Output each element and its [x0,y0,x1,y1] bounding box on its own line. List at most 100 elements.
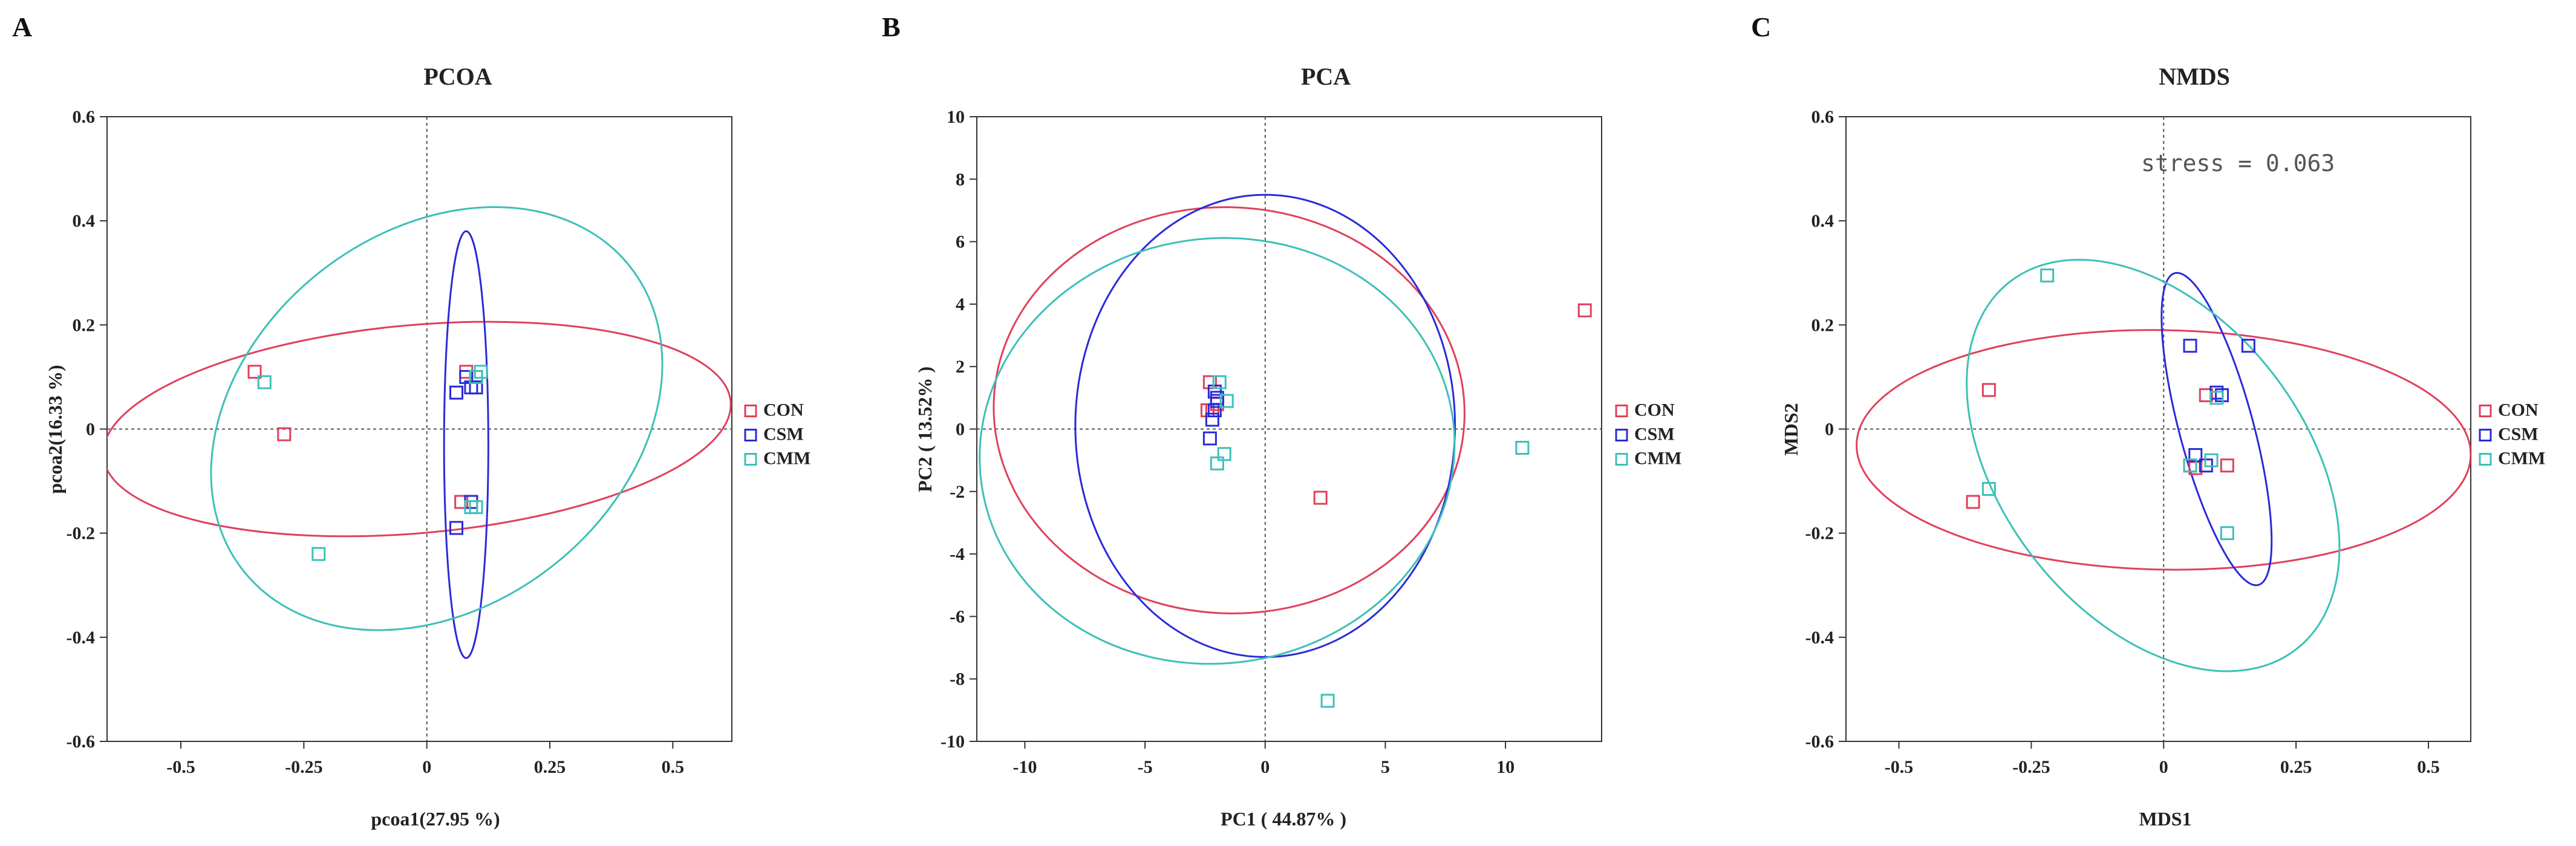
point-csm [464,380,478,395]
point-con [247,365,262,379]
legend-swatch-csm [1615,429,1628,441]
point-cmm [1515,440,1530,455]
y-axis-label: PC2 ( 13.52% ) [914,366,936,492]
y-tick-label: 0 [956,420,965,440]
legend-label-cmm: CMM [763,449,810,469]
y-tick-label: 0.4 [73,211,96,231]
point-con [2199,388,2213,403]
legend-swatch-csm [2479,429,2492,441]
point-csm [459,369,474,384]
y-tick-label: -0.4 [67,628,96,648]
point-cmm [2183,458,2197,473]
legend-label-cmm: CMM [1634,449,1681,469]
legend-swatch-con [1615,405,1628,417]
x-axis-label: MDS1 [2139,808,2191,830]
x-axis-label: PC1 ( 44.87% ) [1221,808,1346,830]
point-cmm [464,500,478,515]
x-tick-label: 0.25 [2280,757,2312,777]
point-csm [2241,339,2255,353]
x-tick-label: 5 [1381,757,1390,777]
y-axis-label: MDS2 [1780,403,1802,455]
ellipse-cmm [979,237,1456,665]
y-tick-label: -0.2 [67,524,96,544]
y-tick-label: 0 [1825,420,1834,440]
legend-label-cmm: CMM [2498,449,2545,469]
point-cmm [2220,526,2234,541]
confidence-ellipses [1856,259,2471,672]
legend-swatch-cmm [2479,453,2492,466]
confidence-ellipses [107,206,732,659]
y-tick-label: 2 [956,357,965,377]
y-tick-label: -0.4 [1805,628,1834,648]
point-cmm [2040,268,2055,283]
y-tick-label: 6 [956,232,965,252]
legend-label-con: CON [2498,400,2539,420]
point-csm [1205,412,1219,427]
ellipse-csm [443,230,489,659]
ellipse-con [993,206,1466,614]
y-axis-label: pcoa2(16.33 %) [44,365,66,493]
x-tick-label: 0.5 [662,757,685,777]
point-cmm [1210,456,1224,470]
point-con [277,427,292,441]
chart-title: NMDS [2159,63,2230,90]
point-con [1313,490,1328,505]
y-tick-label: 0 [86,420,95,440]
point-cmm [1320,694,1335,708]
point-csm [2183,339,2197,353]
point-cmm [2204,453,2219,467]
ellipse-cmm [210,206,664,631]
point-cmm [1219,394,1234,408]
point-csm [1202,431,1217,446]
point-cmm [311,547,326,561]
y-tick-label: 4 [956,294,965,314]
stress-annotation: stress = 0.063 [2141,150,2335,177]
x-tick-label: -0.5 [166,757,195,777]
legend-label-con: CON [763,400,804,420]
legend-swatch-cmm [744,453,757,466]
x-tick-label: -0.25 [2012,757,2050,777]
point-cmm [1217,447,1231,461]
panel-c: C NMDS MDS1 MDS2 stress = 0.063 -0.5 -0.2… [1751,11,2545,830]
x-tick-label: 0 [1260,757,1270,777]
legend-label-csm: CSM [763,425,804,444]
y-tick-label: -2 [950,482,965,502]
legend-swatch-con [2479,405,2492,417]
x-tick-label: -10 [1012,757,1037,777]
chart-title: PCOA [423,63,492,90]
legend-swatch-cmm [1615,453,1628,466]
legend-label-con: CON [1634,400,1675,420]
y-tick-label: -10 [941,732,965,752]
point-cmm [469,369,483,384]
ellipse-con [1856,329,2471,571]
y-tick-label: 10 [947,107,965,127]
panel-a: A PCOA pcoa1(27.95 %) pcoa2(16.33 %) -0.… [12,11,810,830]
legend-swatch-con [744,405,757,417]
confidence-ellipses [979,194,1466,665]
ellipse-csm [2160,272,2273,587]
point-cmm [1981,481,1996,496]
y-tick-label: -6 [950,607,965,626]
y-tick-label: 0.6 [1811,107,1834,127]
x-tick-label: 0.25 [534,757,566,777]
ellipse-con [107,321,732,538]
x-tick-label: -0.5 [1885,757,1914,777]
y-tick-label: -8 [950,669,965,689]
x-tick-label: -5 [1138,757,1153,777]
point-cmm [1212,375,1227,389]
point-cmm [2209,391,2224,405]
panel-letter: C [1751,11,1771,42]
x-axis-label: pcoa1(27.95 %) [371,808,500,830]
point-csm [449,385,464,400]
y-tick-label: 8 [956,169,965,189]
point-con [1577,303,1592,317]
x-tick-label: 0 [422,757,431,777]
x-tick-label: -0.25 [285,757,323,777]
legend-swatch-csm [744,429,757,441]
x-tick-label: 10 [1496,757,1515,777]
legend-label-csm: CSM [1634,425,1675,444]
x-tick-label: 0 [2159,757,2168,777]
chart-title: PCA [1301,63,1351,90]
point-con [1202,375,1217,389]
